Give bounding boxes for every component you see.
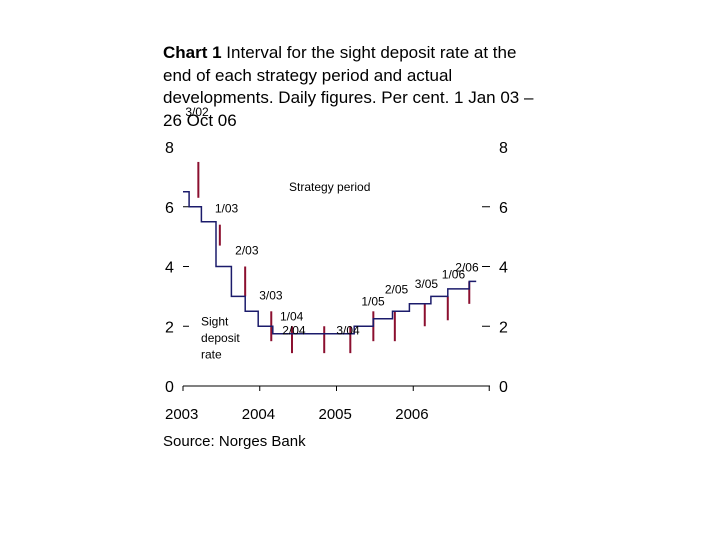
interval-label: 1/04 bbox=[280, 309, 304, 323]
source-note: Source: Norges Bank bbox=[163, 433, 306, 450]
y-tick-label-right: 0 bbox=[499, 379, 508, 396]
y-tick-label-right: 4 bbox=[499, 260, 508, 277]
x-tick-label: 2004 bbox=[242, 406, 275, 423]
interval-label: 2/04 bbox=[282, 323, 306, 337]
y-tick-label-left: 8 bbox=[165, 140, 174, 157]
x-tick-label: 2005 bbox=[319, 406, 352, 423]
y-tick-label-right: 2 bbox=[499, 319, 508, 336]
annotation-line: Sight bbox=[201, 314, 229, 328]
interval-label: 3/02 bbox=[185, 105, 209, 119]
annotation-line: rate bbox=[201, 347, 222, 361]
annotation-line: deposit bbox=[201, 331, 240, 345]
x-tick-label: 2006 bbox=[395, 406, 428, 423]
interval-label: 3/04 bbox=[336, 323, 360, 337]
sight-deposit-rate-line bbox=[183, 191, 477, 335]
chart-labels: 3/02 1/03 2/03 3/03 1/042/04 3/04 1/052/05 3/05… bbox=[185, 105, 479, 361]
interval-label: 1/06 bbox=[442, 267, 466, 281]
annotation: Strategy period bbox=[289, 180, 370, 194]
interval-label: 1/05 bbox=[361, 294, 385, 308]
y-tick-label-left: 0 bbox=[165, 379, 174, 396]
interval-label: 2/06 bbox=[455, 260, 479, 274]
chart-title-bold: Chart 1 bbox=[163, 43, 222, 62]
chart-axes: 0 0 2 2 4 4 6 6 8 8 2003 2004 2005 2006 bbox=[165, 140, 508, 423]
interval-label: 2/03 bbox=[235, 244, 259, 258]
y-tick-label-left: 4 bbox=[165, 260, 174, 277]
y-tick-label-right: 8 bbox=[499, 140, 508, 157]
y-tick-label-left: 2 bbox=[165, 319, 174, 336]
interval-label: 1/03 bbox=[215, 202, 239, 216]
x-tick-label: 2003 bbox=[165, 406, 198, 423]
y-tick-label-left: 6 bbox=[165, 200, 174, 217]
interval-label: 2/05 bbox=[385, 282, 409, 296]
interval-label: 3/05 bbox=[415, 277, 439, 291]
interval-label: 3/03 bbox=[259, 288, 283, 302]
chart-title-text: Interval for the sight deposit rate at t… bbox=[163, 43, 534, 130]
y-tick-label-right: 6 bbox=[499, 200, 508, 217]
chart-rate-series bbox=[183, 191, 477, 335]
chart-title: Chart 1 Interval for the sight deposit r… bbox=[163, 42, 543, 132]
